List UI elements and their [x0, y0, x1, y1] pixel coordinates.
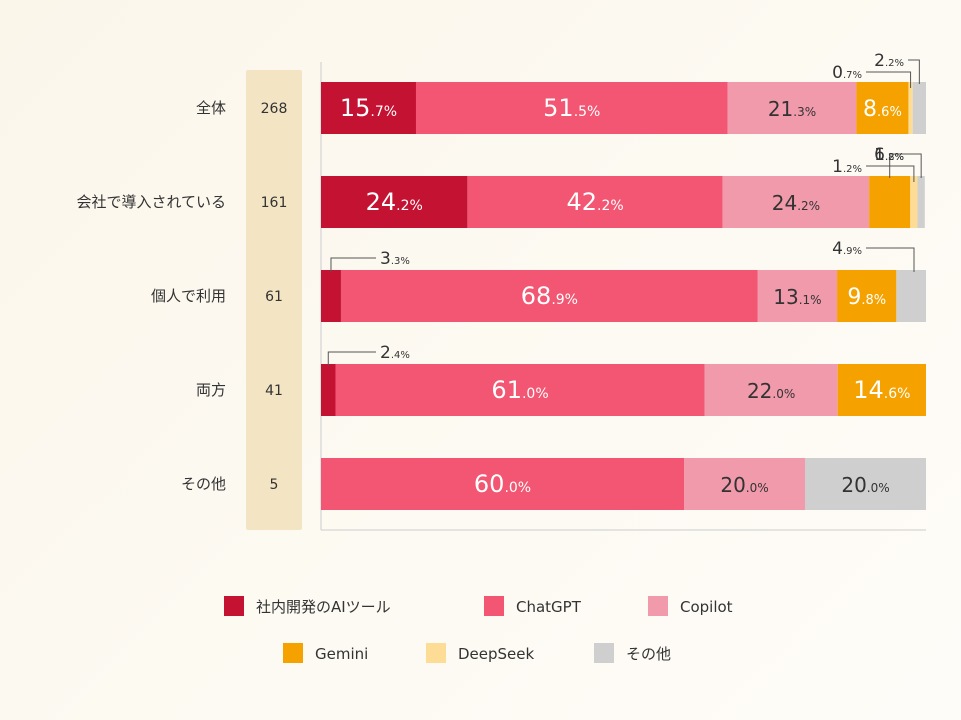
sample-size-label: 5 — [270, 477, 279, 493]
bar-segment — [856, 82, 909, 134]
data-label: 20.0% — [841, 473, 889, 497]
bar-segment — [908, 82, 913, 134]
legend-label: Gemini — [315, 645, 368, 663]
legend-label: ChatGPT — [516, 598, 582, 616]
data-label: 24.2% — [366, 188, 423, 216]
bar-segment — [335, 364, 705, 416]
leader-line — [866, 247, 915, 272]
data-label: 24.2% — [772, 191, 820, 215]
data-label: 60.0% — [474, 470, 531, 498]
sample-size-label: 268 — [261, 101, 288, 117]
category-label: 全体 — [196, 99, 226, 117]
legend-label: Copilot — [680, 598, 733, 616]
legend-label: その他 — [626, 645, 671, 663]
leader-line — [889, 153, 908, 178]
bar-segment — [910, 176, 918, 228]
data-label-outside: 4.9% — [832, 239, 862, 259]
leader-line — [327, 351, 376, 366]
legend-swatch — [224, 596, 244, 616]
bar-segment — [912, 82, 926, 134]
bar-segment — [321, 82, 416, 134]
data-label-outside: 0.7% — [832, 63, 862, 83]
data-label: 15.7% — [340, 94, 397, 122]
bar-segment — [917, 176, 925, 228]
bar-segment — [415, 82, 728, 134]
bar-segment — [467, 176, 723, 228]
bar-segment — [321, 364, 336, 416]
legend-swatch — [648, 596, 668, 616]
leader-line — [866, 165, 915, 182]
data-label-outside: 2.2% — [874, 51, 904, 71]
leader-line — [866, 71, 912, 88]
bar-segment — [869, 176, 911, 228]
legend-swatch — [484, 596, 504, 616]
legend-label: 社内開発のAIツール — [256, 598, 391, 616]
leader-line — [908, 153, 922, 178]
bar-segment — [722, 176, 870, 228]
sample-size-label: 61 — [265, 289, 283, 305]
data-label-outside: 6.8% — [874, 145, 904, 165]
data-label: 14.6% — [853, 376, 910, 404]
legend-label: DeepSeek — [458, 645, 535, 663]
category-label: その他 — [181, 475, 226, 493]
data-label-outside: 1.2% — [832, 157, 862, 177]
data-label: 68.9% — [521, 282, 578, 310]
data-label: 21.3% — [768, 97, 816, 121]
category-label: 会社で導入されている — [76, 193, 226, 211]
bar-segment — [727, 82, 857, 134]
data-label-outside: 2.4% — [380, 343, 410, 363]
leader-line — [908, 59, 920, 84]
bar-segment — [757, 270, 838, 322]
category-label: 両方 — [196, 381, 226, 399]
legend-swatch — [283, 643, 303, 663]
bar-segment — [321, 270, 341, 322]
data-label-outside: 1.2% — [874, 145, 904, 165]
bar-segment — [896, 270, 926, 322]
bar-segment — [684, 458, 805, 510]
bar-segment — [837, 364, 926, 416]
bar-segment — [321, 458, 684, 510]
data-label: 42.2% — [566, 188, 623, 216]
legend-swatch — [426, 643, 446, 663]
data-label: 9.8% — [847, 285, 886, 310]
data-label: 22.0% — [747, 379, 795, 403]
bar-segment — [704, 364, 838, 416]
category-label: 個人で利用 — [151, 287, 226, 305]
data-label: 8.6% — [863, 97, 902, 122]
data-label: 13.1% — [773, 285, 821, 309]
sample-size-label: 161 — [261, 195, 288, 211]
bar-segment — [321, 176, 468, 228]
bar-segment — [837, 270, 897, 322]
legend-swatch — [594, 643, 614, 663]
data-label: 51.5% — [543, 94, 600, 122]
data-label-outside: 3.3% — [380, 249, 410, 269]
sample-size-label: 41 — [265, 383, 283, 399]
bar-segment — [340, 270, 758, 322]
data-label: 20.0% — [720, 473, 768, 497]
leader-line — [330, 257, 376, 272]
data-label: 61.0% — [491, 376, 548, 404]
sample-size-column — [246, 70, 302, 530]
bar-segment — [805, 458, 926, 510]
